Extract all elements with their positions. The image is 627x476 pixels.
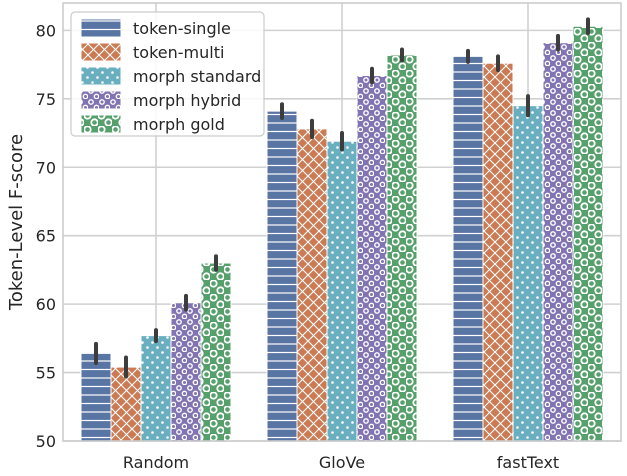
bar-pattern-morph-hybrid-fasttext xyxy=(542,42,574,442)
x-tick-label-glove: GloVe xyxy=(319,453,365,472)
legend-swatch-pattern-morph-gold xyxy=(80,114,122,134)
bar-pattern-morph-gold-fasttext xyxy=(572,25,604,442)
x-tick-label-random: Random xyxy=(123,453,189,472)
bars xyxy=(80,25,604,442)
plot-frame xyxy=(62,2,622,442)
y-tick-label-50: 50 xyxy=(36,432,56,451)
bar-pattern-morph-hybrid-glove xyxy=(356,75,388,442)
bar-pattern-morph-hybrid-random xyxy=(170,302,202,442)
legend-swatch-pattern-morph-standard xyxy=(80,66,122,86)
bar-pattern-morph-gold-random xyxy=(200,262,232,442)
y-tick-label-70: 70 xyxy=(36,158,56,177)
legend-label-token-single: token-single xyxy=(133,19,231,38)
bar-pattern-token-single-fasttext xyxy=(452,55,484,442)
legend-swatch-pattern-morph-hybrid xyxy=(80,90,122,110)
y-tick-label-55: 55 xyxy=(36,364,56,383)
bar-pattern-morph-standard-fasttext xyxy=(512,105,544,442)
bar-pattern-morph-standard-random xyxy=(140,335,172,442)
legend-swatch-pattern-token-multi xyxy=(80,42,122,62)
bar-pattern-token-single-glove xyxy=(266,110,298,442)
y-tick-label-75: 75 xyxy=(36,90,56,109)
y-tick-label-65: 65 xyxy=(36,227,56,246)
bar-pattern-token-multi-glove xyxy=(296,128,328,442)
bar-pattern-morph-gold-glove xyxy=(386,54,418,442)
legend-label-morph-hybrid: morph hybrid xyxy=(133,91,241,110)
legend-label-morph-standard: morph standard xyxy=(133,67,261,86)
legend-swatch-pattern-token-single xyxy=(80,18,122,38)
y-axis-title: Token-Level F-score xyxy=(6,134,27,311)
legend: token-single token-multi morph standard mor… xyxy=(70,11,265,137)
legend-label-morph-gold: morph gold xyxy=(133,115,225,134)
bar-pattern-token-multi-fasttext xyxy=(482,62,514,442)
bar-pattern-token-single-random xyxy=(80,352,112,442)
error-bars xyxy=(94,17,590,379)
axes: 50 55 60 65 70 75 80 Random GloVe fastText Token-L… xyxy=(6,2,622,472)
y-tick-label-80: 80 xyxy=(36,21,56,40)
y-tick-label-60: 60 xyxy=(36,295,56,314)
x-tick-label-fasttext: fastText xyxy=(497,453,559,472)
bar-pattern-morph-standard-glove xyxy=(326,140,358,442)
legend-label-token-multi: token-multi xyxy=(133,43,224,62)
